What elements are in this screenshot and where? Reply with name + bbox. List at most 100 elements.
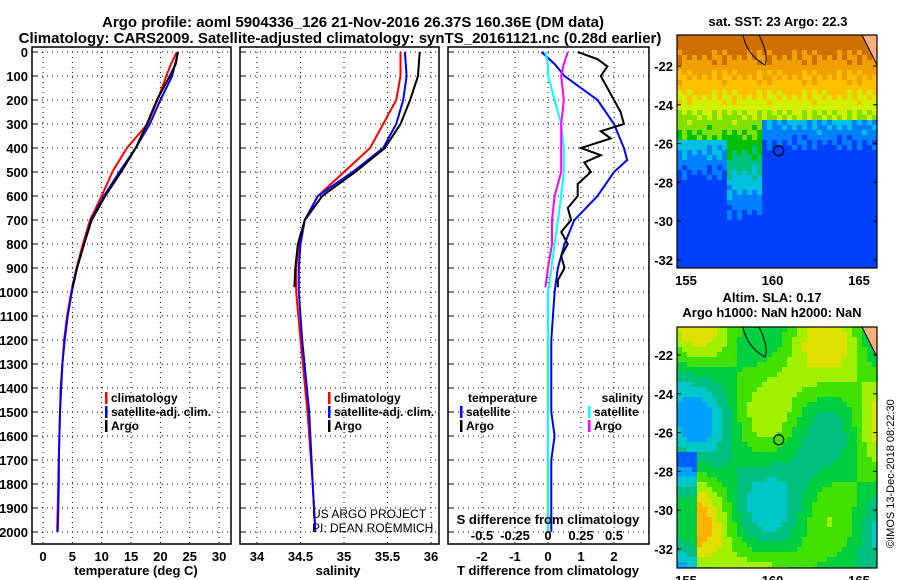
- map-cell: [727, 397, 732, 402]
- map-cell: [707, 412, 712, 417]
- map-cell: [742, 397, 747, 402]
- map-cell: [802, 255, 807, 260]
- map-cell: [837, 342, 842, 347]
- map-cell: [832, 60, 837, 65]
- map-cell: [777, 327, 782, 332]
- map-cell: [677, 150, 682, 155]
- map-cell: [732, 250, 737, 255]
- map-cell: [837, 205, 842, 210]
- map-cell: [702, 492, 707, 497]
- map-cell: [782, 417, 787, 422]
- map-cell: [747, 120, 752, 125]
- map-cell: [677, 85, 682, 90]
- map-cell: [842, 195, 847, 200]
- map-cell: [857, 110, 862, 115]
- map-cell: [847, 367, 852, 372]
- map-cell: [687, 155, 692, 160]
- map-cell: [682, 120, 687, 125]
- map-cell: [702, 205, 707, 210]
- map-cell: [837, 130, 842, 135]
- map-cell: [807, 90, 812, 95]
- map-cell: [872, 492, 877, 497]
- map-cell: [817, 250, 822, 255]
- map-cell: [702, 120, 707, 125]
- map-cell: [752, 150, 757, 155]
- map-cell: [692, 367, 697, 372]
- map-cell: [847, 85, 852, 90]
- map-cell: [762, 120, 767, 125]
- map-cell: [822, 502, 827, 507]
- map-cell: [802, 442, 807, 447]
- map-cell: [682, 392, 687, 397]
- map-cell: [762, 135, 767, 140]
- map-cell: [777, 562, 782, 567]
- map-cell: [847, 402, 852, 407]
- map-cell: [837, 95, 842, 100]
- map-cell: [837, 140, 842, 145]
- map-cell: [872, 95, 877, 100]
- map-cell: [822, 377, 827, 382]
- map-cell: [807, 492, 812, 497]
- map-cell: [867, 95, 872, 100]
- map-cell: [857, 532, 862, 537]
- map-cell: [832, 160, 837, 165]
- map-cell: [767, 337, 772, 342]
- map-cell: [862, 195, 867, 200]
- map-cell: [777, 120, 782, 125]
- map-cell: [767, 185, 772, 190]
- map-cell: [862, 502, 867, 507]
- map-cell: [692, 472, 697, 477]
- map-cell: [742, 210, 747, 215]
- map-cell: [712, 372, 717, 377]
- map-cell: [682, 517, 687, 522]
- map-cell: [842, 462, 847, 467]
- map-cell: [762, 407, 767, 412]
- map-cell: [677, 130, 682, 135]
- map-cell: [772, 165, 777, 170]
- map-cell: [867, 537, 872, 542]
- map-cell: [807, 507, 812, 512]
- map-cell: [817, 265, 822, 268]
- map-cell: [847, 482, 852, 487]
- map-cell: [827, 230, 832, 235]
- map-cell: [717, 95, 722, 100]
- map-cell: [742, 502, 747, 507]
- map-cell: [837, 347, 842, 352]
- map-cell: [847, 377, 852, 382]
- map-cell: [852, 377, 857, 382]
- map-cell: [682, 432, 687, 437]
- map-cell: [752, 225, 757, 230]
- map-cell: [747, 477, 752, 482]
- map-cell: [732, 432, 737, 437]
- map-cell: [712, 250, 717, 255]
- map-cell: [782, 45, 787, 50]
- map-cell: [752, 160, 757, 165]
- map-cell: [747, 250, 752, 255]
- map-cell: [792, 527, 797, 532]
- map-cell: [747, 125, 752, 130]
- map-cell: [842, 220, 847, 225]
- map-cell: [732, 85, 737, 90]
- map-cell: [707, 260, 712, 265]
- x-tick-label: 20: [153, 549, 167, 564]
- map-cell: [767, 512, 772, 517]
- map-cell: [847, 467, 852, 472]
- map-cell: [782, 225, 787, 230]
- map-cell: [807, 447, 812, 452]
- map-cell: [712, 190, 717, 195]
- map-cell: [717, 332, 722, 337]
- map-cell: [712, 337, 717, 342]
- map-cell: [832, 250, 837, 255]
- map-cell: [682, 412, 687, 417]
- map-cell: [872, 110, 877, 115]
- map-cell: [722, 200, 727, 205]
- map-cell: [737, 40, 742, 45]
- map-cell: [692, 150, 697, 155]
- sla-map-title2: Argo h1000: NaN h2000: NaN: [682, 305, 861, 320]
- map-cell: [822, 175, 827, 180]
- map-cell: [697, 260, 702, 265]
- map-cell: [762, 497, 767, 502]
- map-cell: [872, 372, 877, 377]
- map-cell: [717, 527, 722, 532]
- map-cell: [732, 382, 737, 387]
